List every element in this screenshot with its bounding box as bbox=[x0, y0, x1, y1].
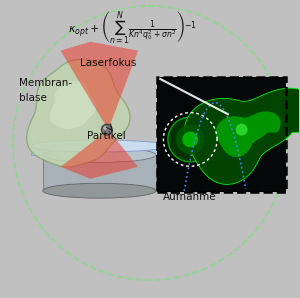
Circle shape bbox=[168, 117, 213, 162]
Polygon shape bbox=[27, 60, 130, 167]
Polygon shape bbox=[61, 42, 138, 130]
Polygon shape bbox=[216, 111, 281, 157]
Circle shape bbox=[176, 125, 205, 154]
Polygon shape bbox=[61, 130, 138, 179]
Bar bbox=[158, 77, 286, 192]
Ellipse shape bbox=[31, 140, 168, 152]
Polygon shape bbox=[31, 146, 168, 155]
Circle shape bbox=[182, 132, 198, 147]
Text: Aufnahme: Aufnahme bbox=[164, 192, 217, 202]
Ellipse shape bbox=[43, 183, 156, 198]
Bar bbox=[158, 77, 286, 192]
Text: Partikel: Partikel bbox=[87, 131, 126, 141]
Circle shape bbox=[101, 124, 112, 135]
Text: $\kappa_{opt} + \left(\sum_{n=1}^{N} \frac{1}{Kn^4q_0^2+\sigma n^2}\right)^{-1}$: $\kappa_{opt} + \left(\sum_{n=1}^{N} \fr… bbox=[68, 9, 197, 45]
Polygon shape bbox=[50, 81, 96, 129]
Text: Membran-: Membran- bbox=[19, 78, 72, 89]
Circle shape bbox=[236, 124, 247, 136]
Text: blase: blase bbox=[19, 93, 47, 103]
Circle shape bbox=[103, 126, 107, 130]
Text: Laserfokus: Laserfokus bbox=[80, 58, 136, 68]
Polygon shape bbox=[43, 155, 156, 191]
Ellipse shape bbox=[43, 148, 156, 162]
Polygon shape bbox=[184, 88, 300, 184]
